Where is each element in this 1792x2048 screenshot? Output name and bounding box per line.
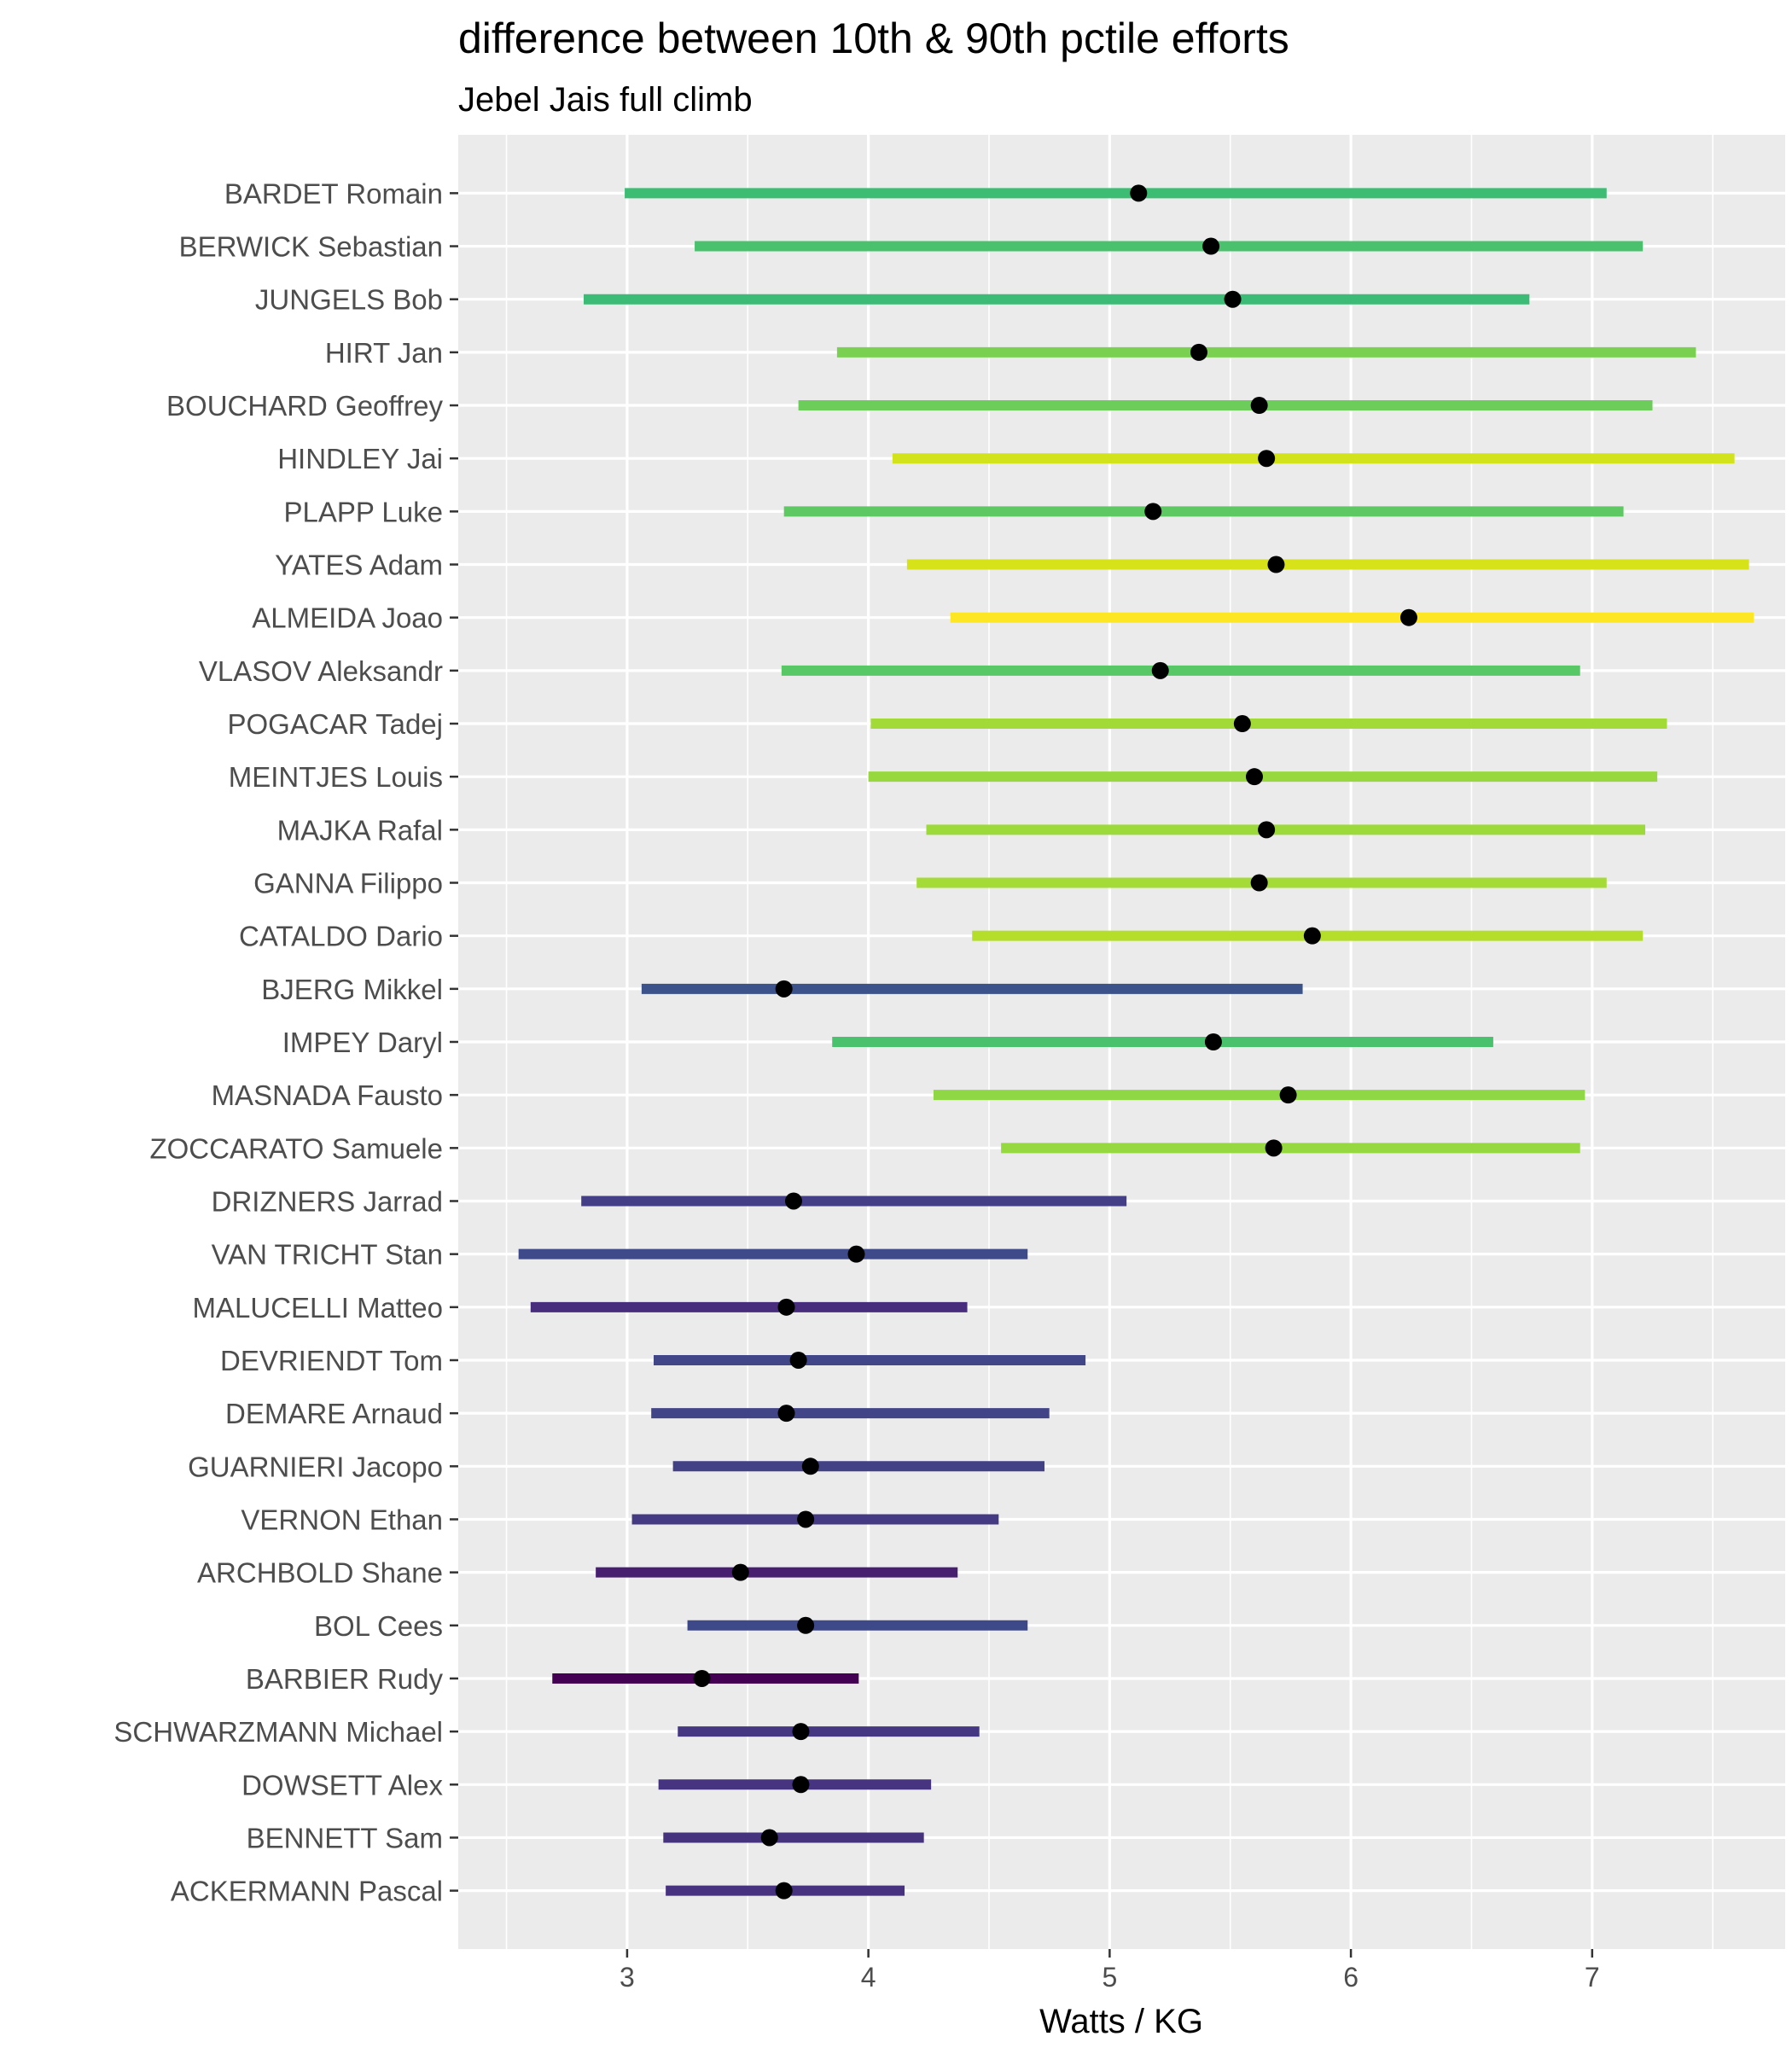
y-axis: BARDET Romain BERWICK Sebastian JUNGELS Bo…: [113, 177, 458, 1907]
median-point: [775, 980, 793, 998]
median-point: [1202, 237, 1220, 255]
range-lines: [518, 188, 1754, 1896]
median-point: [1190, 343, 1207, 361]
rider-label: MAJKA Rafal: [277, 814, 443, 846]
median-point: [775, 1882, 793, 1900]
median-point: [777, 1405, 795, 1423]
rider-label: DEMARE Arnaud: [225, 1398, 443, 1429]
x-tick-label: 6: [1343, 1962, 1359, 1993]
rider-label: IMPEY Daryl: [282, 1027, 443, 1058]
median-point: [801, 1457, 819, 1475]
rider-label: BOL Cees: [314, 1610, 443, 1642]
median-point: [1250, 397, 1268, 415]
median-point: [1233, 715, 1251, 733]
median-point: [1151, 661, 1169, 679]
rider-label: PLAPP Luke: [283, 496, 443, 527]
median-point: [1250, 874, 1268, 892]
rider-label: VLASOV Aleksandr: [199, 655, 443, 687]
x-tick-label: 7: [1585, 1962, 1600, 1993]
median-point: [797, 1616, 815, 1634]
median-point: [1204, 1033, 1222, 1050]
x-axis: 3 4 5 6 7: [620, 1949, 1600, 1993]
median-point: [1265, 1139, 1283, 1157]
median-point: [1399, 608, 1417, 626]
rider-label: MALUCELLI Matteo: [193, 1292, 443, 1324]
rider-label: SCHWARZMANN Michael: [113, 1716, 443, 1748]
median-point: [1130, 184, 1148, 202]
median-point: [1279, 1086, 1297, 1104]
rider-label: ACKERMANN Pascal: [171, 1876, 443, 1907]
median-point: [693, 1669, 711, 1687]
rider-label: BJERG Mikkel: [261, 974, 443, 1005]
rider-label: BARBIER Rudy: [246, 1663, 444, 1695]
x-tick-label: 4: [861, 1962, 876, 1993]
rider-label: DOWSETT Alex: [241, 1769, 443, 1801]
median-point: [784, 1192, 802, 1210]
rider-label: JUNGELS Bob: [255, 284, 443, 316]
median-point: [1267, 556, 1285, 573]
median-point: [1144, 503, 1162, 521]
rider-label: VERNON Ethan: [241, 1504, 443, 1535]
rider-label: DEVRIENDT Tom: [220, 1345, 443, 1376]
x-tick-label: 3: [620, 1962, 635, 1993]
rider-label: GUARNIERI Jacopo: [188, 1451, 443, 1482]
rider-label: MASNADA Fausto: [212, 1079, 443, 1111]
rider-label: HIRT Jan: [325, 337, 443, 369]
rider-label: HINDLEY Jai: [277, 443, 443, 474]
median-point: [847, 1245, 865, 1263]
median-point: [1224, 290, 1242, 308]
median-point: [760, 1829, 778, 1847]
median-point: [789, 1351, 807, 1369]
rider-label: VAN TRICHT Stan: [212, 1239, 443, 1271]
chart-subtitle: Jebel Jais full climb: [458, 81, 753, 119]
rider-label: BOUCHARD Geoffrey: [166, 390, 443, 422]
rider-label: MEINTJES Louis: [229, 761, 443, 793]
median-point: [1258, 821, 1276, 839]
median-point: [792, 1723, 810, 1741]
median-point: [1303, 927, 1321, 945]
chart-title: difference between 10th & 90th pctile ef…: [458, 15, 1289, 62]
median-point: [797, 1510, 815, 1528]
rider-label: YATES Adam: [275, 550, 443, 581]
median-point: [731, 1563, 749, 1581]
rider-label: CATALDO Dario: [239, 921, 443, 952]
rider-label: ZOCCARATO Samuele: [149, 1132, 443, 1164]
rider-label: ARCHBOLD Shane: [197, 1557, 443, 1589]
median-points: [693, 184, 1417, 1900]
rider-label: BENNETT Sam: [247, 1822, 443, 1853]
median-point: [1258, 450, 1276, 468]
rider-label: GANNA Filippo: [253, 868, 443, 899]
rider-label: BERWICK Sebastian: [179, 231, 443, 263]
x-axis-label: Watts / KG: [1039, 2003, 1203, 2040]
x-tick-label: 5: [1102, 1962, 1117, 1993]
rider-label: DRIZNERS Jarrad: [212, 1185, 443, 1217]
median-point: [1246, 768, 1263, 786]
median-point: [792, 1776, 810, 1794]
rider-label: BARDET Romain: [224, 177, 443, 209]
median-point: [777, 1298, 795, 1316]
rider-label: POGACAR Tadej: [228, 708, 444, 740]
rider-label: ALMEIDA Joao: [252, 602, 443, 634]
